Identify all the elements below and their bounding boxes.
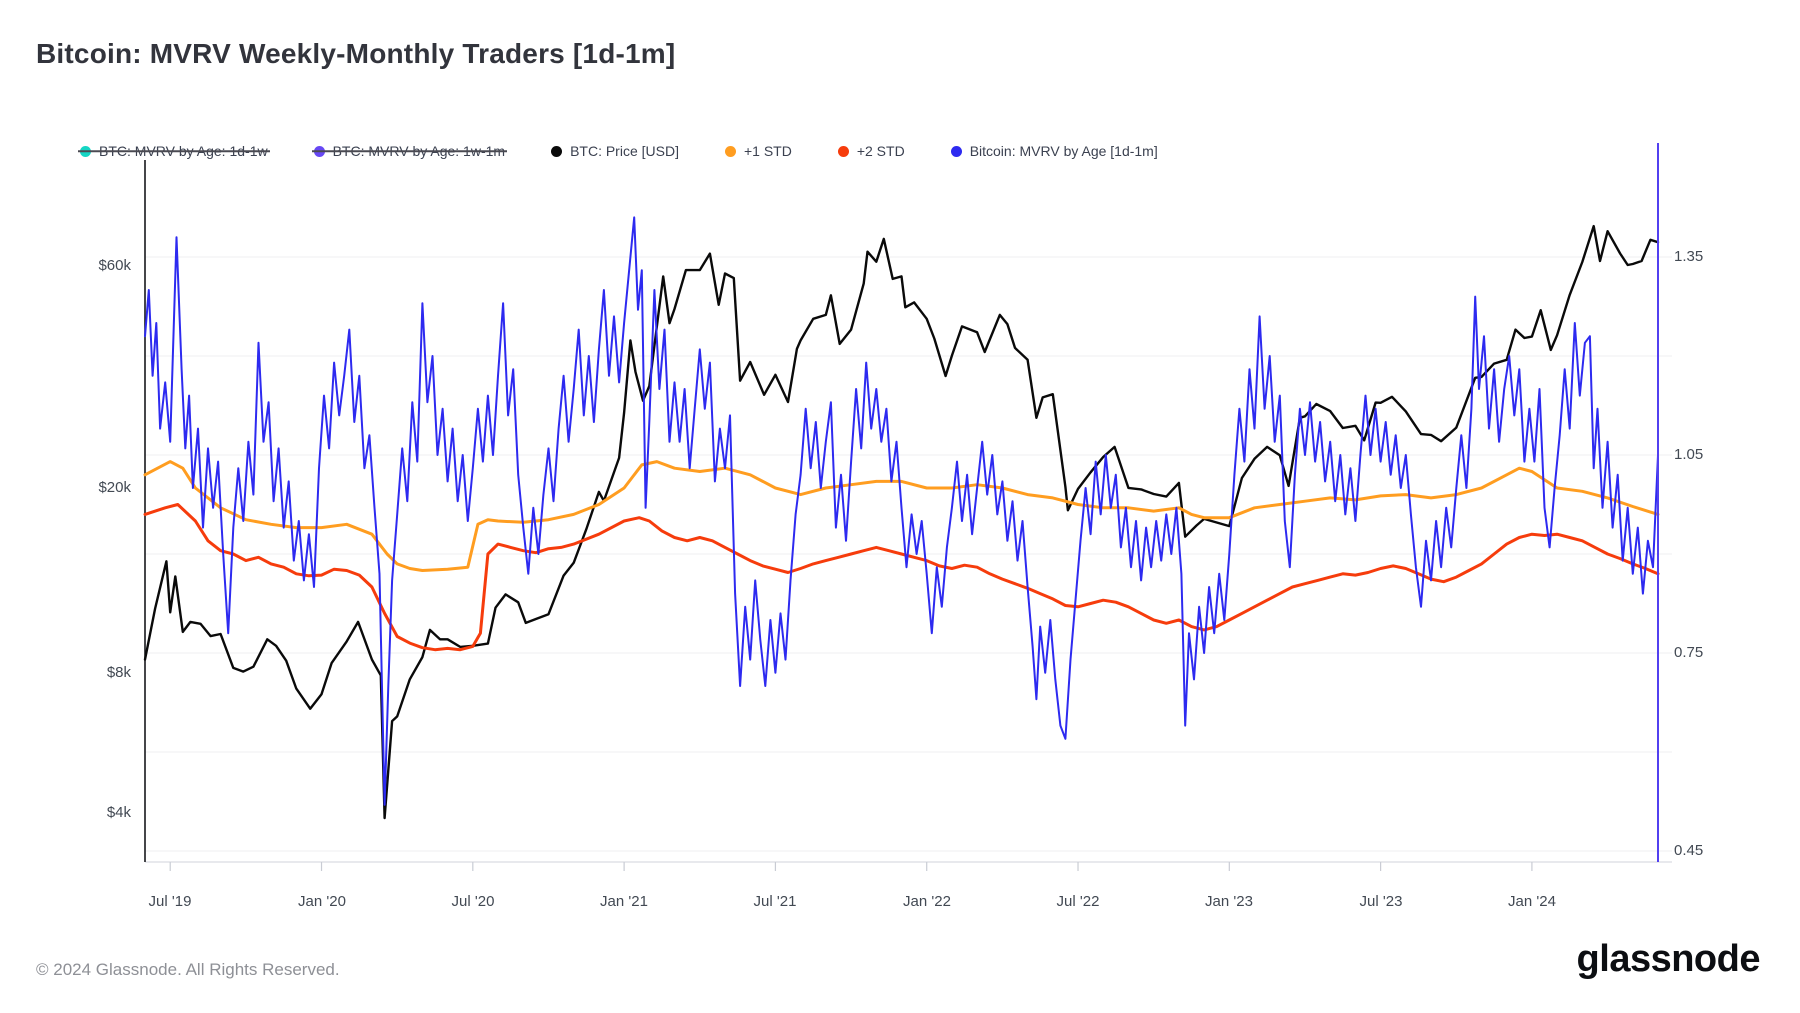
x-tick-label: Jan '24 [1508, 893, 1556, 910]
legend-label: +2 STD [856, 143, 905, 159]
legend-label: Bitcoin: MVRV by Age [1d-1m] [969, 143, 1158, 159]
x-tick-label: Jul '19 [148, 893, 192, 910]
legend-marker-icon [551, 145, 563, 157]
y-left-tick-label: $20k [98, 479, 131, 496]
page-title: Bitcoin: MVRV Weekly-Monthly Traders [1d… [36, 38, 676, 69]
legend-marker-icon [837, 145, 849, 157]
y-right-tick-label: 1.35 [1674, 248, 1704, 265]
y-right-tick-label: 0.75 [1674, 644, 1704, 661]
legend-item-1-std[interactable]: +1 STD [724, 143, 792, 159]
glassnode-logo[interactable]: glassnode [1576, 938, 1761, 980]
series-bitcoin-mvrv-by-age-1d-1m [144, 216, 1659, 806]
y-right-tick-label: 1.05 [1674, 446, 1704, 463]
x-tick-label: Jul '20 [451, 893, 495, 910]
legend-item-btc-mvrv-by-age-1d-1w[interactable]: BTC: MVRV by Age: 1d-1w [80, 143, 268, 159]
y-left-tick-label: $4k [106, 804, 131, 821]
y-right-tick-label: 0.45 [1674, 842, 1704, 859]
legend: BTC: MVRV by Age: 1d-1w BTC: MVRV by Age:… [80, 140, 1158, 162]
x-tick-label: Jan '21 [600, 893, 648, 910]
legend-item-btc-mvrv-by-age-1w-1m[interactable]: BTC: MVRV by Age: 1w-1m [313, 143, 505, 159]
legend-item-btc-price-usd[interactable]: BTC: Price [USD] [551, 143, 679, 159]
y-left-tick-label: $8k [106, 664, 131, 681]
legend-item-2-std[interactable]: +2 STD [837, 143, 905, 159]
series-1-std [143, 460, 1660, 572]
x-tick-label: Jul '21 [753, 893, 797, 910]
legend-marker-icon [950, 145, 962, 157]
y-left-tick-label: $60k [98, 257, 131, 274]
legend-item-bitcoin-mvrv-by-age-1d-1m[interactable]: Bitcoin: MVRV by Age [1d-1m] [950, 143, 1158, 159]
legend-marker-icon [724, 145, 736, 157]
x-tick-label: Jan '22 [903, 893, 951, 910]
footer-copyright: © 2024 Glassnode. All Rights Reserved. [36, 960, 340, 979]
x-tick-label: Jul '22 [1056, 893, 1100, 910]
series-btc-price-usd [143, 224, 1660, 820]
x-tick-label: Jul '23 [1359, 893, 1403, 910]
x-tick-label: Jan '23 [1205, 893, 1253, 910]
series-2-std [143, 503, 1660, 652]
legend-label: +1 STD [743, 143, 792, 159]
legend-label: BTC: Price [USD] [570, 143, 679, 159]
x-tick-label: Jan '20 [298, 893, 346, 910]
